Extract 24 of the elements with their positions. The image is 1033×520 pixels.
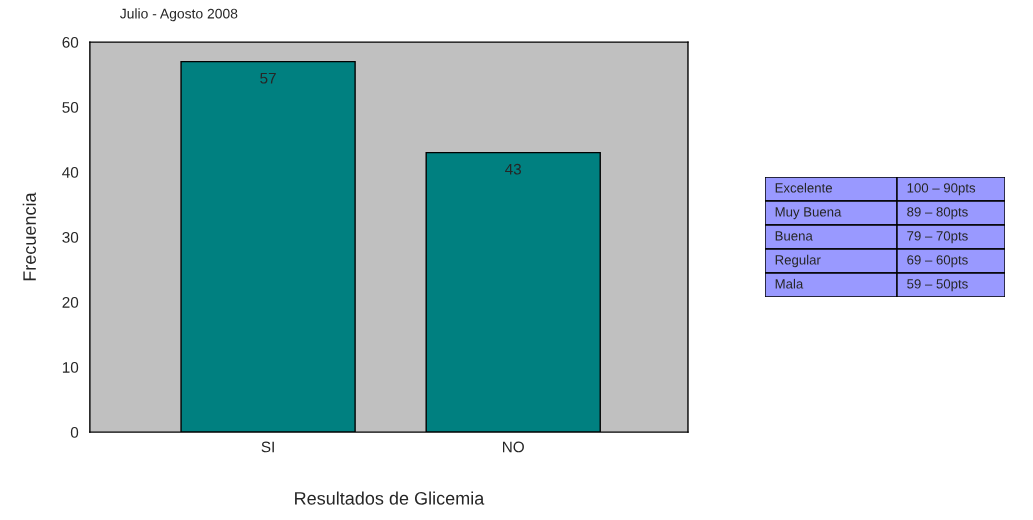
y-axis-title: Frecuencia — [22, 192, 36, 281]
data-label: 43 — [505, 163, 522, 175]
text: Buena — [775, 231, 813, 241]
text: Muy Buena — [775, 207, 842, 220]
y-tick-label: 50 — [62, 101, 79, 113]
data-label: 57 — [260, 72, 276, 84]
y-tick-label: 30 — [62, 231, 79, 243]
text: 89 – 80pts — [907, 207, 968, 220]
text: 59 – 50pts — [907, 279, 968, 292]
y-tick-label: 10 — [62, 361, 79, 373]
x-tick-label: SI — [261, 441, 274, 453]
x-tick-label: NO — [503, 441, 524, 453]
y-tick-label: 20 — [62, 296, 79, 308]
y-tick-label: 60 — [62, 36, 79, 48]
y-tick-label: 40 — [62, 166, 79, 178]
text: Excelente — [775, 182, 832, 193]
y-tick-label: 0 — [70, 426, 79, 438]
chart-title: Julio - Agosto 2008 — [119, 8, 238, 22]
x-axis-title: Resultados de Glicemia — [295, 491, 485, 505]
text: Regular — [775, 254, 821, 268]
text: Mala — [775, 278, 804, 289]
text: 69 – 60pts — [907, 255, 968, 268]
text: 79 – 70pts — [907, 231, 968, 244]
text: 100 – 90pts — [907, 183, 976, 196]
